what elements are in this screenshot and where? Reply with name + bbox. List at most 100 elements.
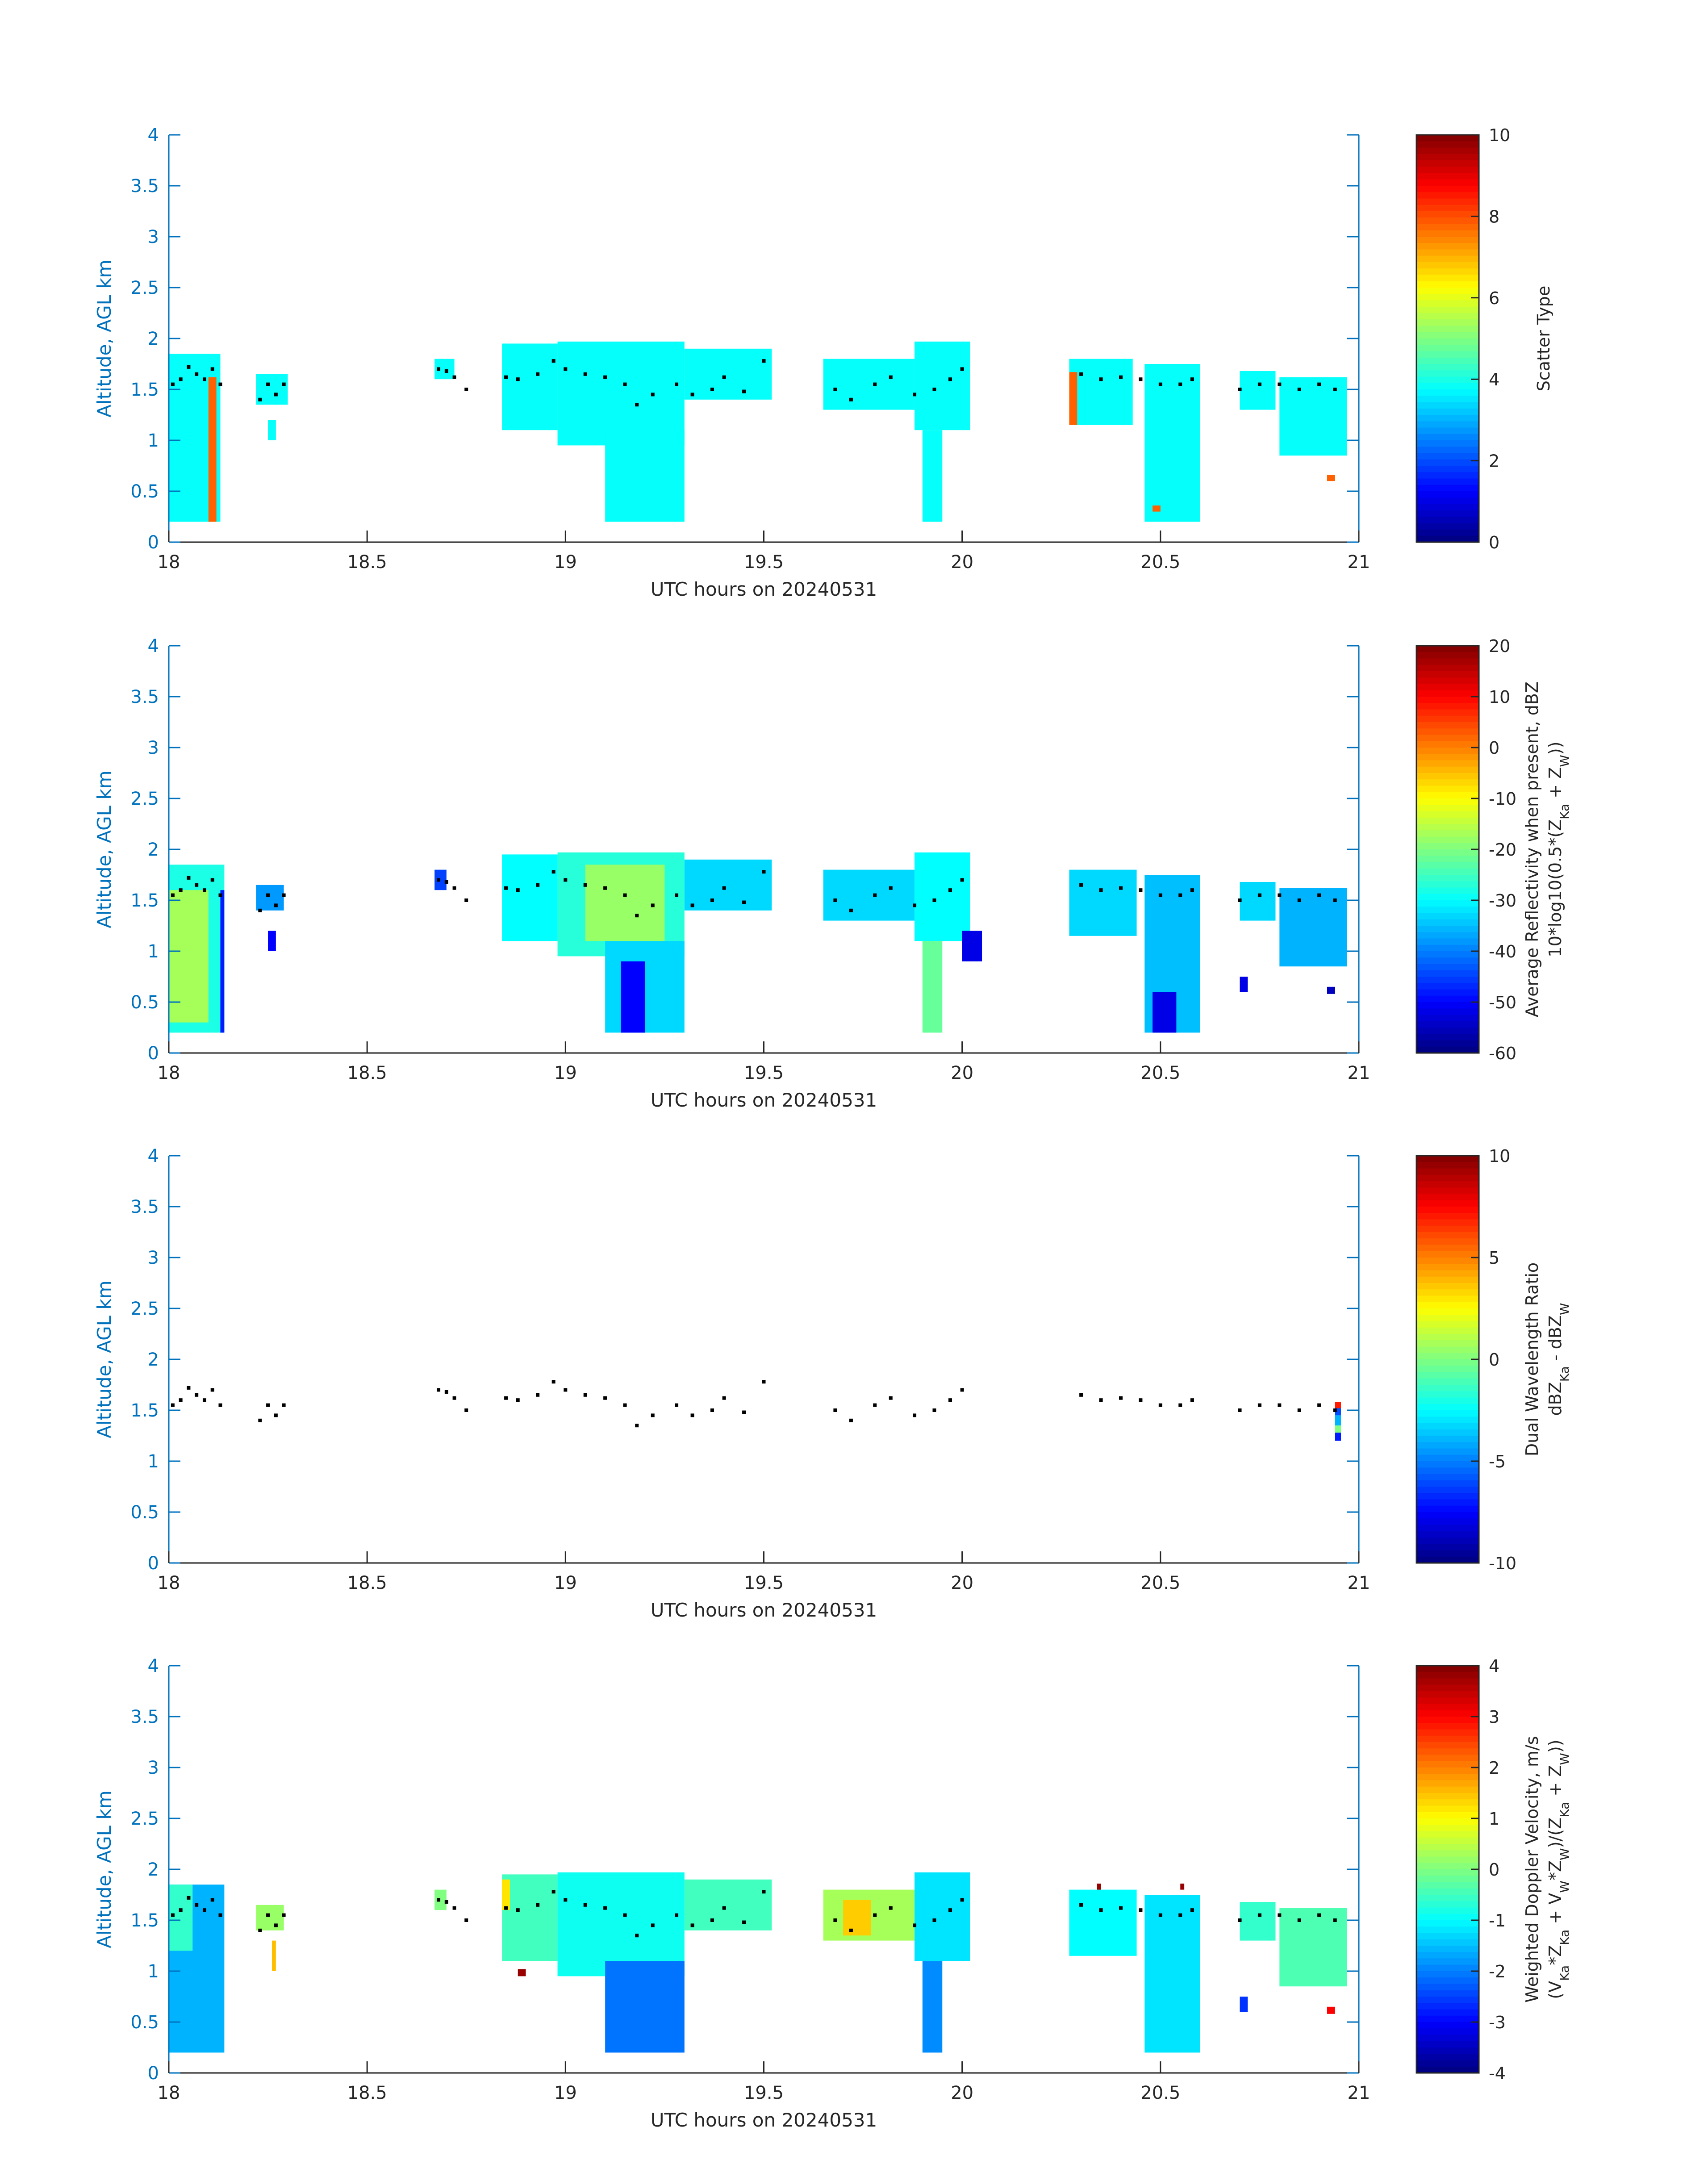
colorbar-swatch bbox=[1416, 205, 1479, 212]
colorbar-swatch bbox=[1416, 249, 1479, 256]
y-tick-label: 3.5 bbox=[130, 176, 159, 196]
data-point bbox=[623, 1913, 627, 1917]
colorbar-swatch bbox=[1416, 1289, 1479, 1296]
heatmap-cell bbox=[1153, 992, 1177, 1033]
colorbar-swatch bbox=[1416, 894, 1479, 901]
data-point bbox=[171, 1403, 175, 1407]
colorbar-swatch bbox=[1416, 300, 1479, 307]
data-point bbox=[1257, 1913, 1261, 1917]
colorbar-swatch bbox=[1416, 1538, 1479, 1545]
colorbar-swatch bbox=[1416, 332, 1479, 339]
colorbar-swatch bbox=[1416, 1181, 1479, 1188]
data-point bbox=[742, 389, 746, 393]
colorbar-swatch bbox=[1416, 1691, 1479, 1698]
data-point bbox=[195, 883, 199, 887]
data-point bbox=[202, 1398, 206, 1402]
data-point bbox=[218, 893, 222, 897]
colorbar-swatch bbox=[1416, 1008, 1479, 1015]
colorbar-swatch bbox=[1416, 1308, 1479, 1316]
data-point bbox=[635, 1934, 639, 1938]
data-point bbox=[1099, 888, 1103, 892]
data-point bbox=[675, 382, 679, 386]
colorbar-tick-label: 10 bbox=[1489, 687, 1510, 707]
data-point bbox=[932, 388, 936, 391]
data-point bbox=[171, 893, 175, 897]
colorbar-swatch bbox=[1416, 824, 1479, 831]
data-point bbox=[452, 1906, 456, 1910]
data-point bbox=[274, 903, 278, 907]
data-point bbox=[690, 1413, 694, 1417]
colorbar-swatch bbox=[1416, 1907, 1479, 1914]
data-point bbox=[258, 397, 262, 401]
data-point bbox=[1238, 1918, 1242, 1922]
heatmap-cell bbox=[843, 1900, 871, 1936]
data-point bbox=[1190, 1908, 1194, 1912]
y-tick-label: 2.5 bbox=[130, 1809, 159, 1829]
x-tick-label: 21 bbox=[1348, 552, 1370, 572]
colorbar-swatch bbox=[1416, 1385, 1479, 1392]
colorbar-swatch bbox=[1416, 453, 1479, 460]
data-point bbox=[623, 893, 627, 897]
colorbar-swatch bbox=[1416, 1162, 1479, 1169]
data-point bbox=[504, 1906, 508, 1910]
data-point bbox=[623, 1403, 627, 1407]
colorbar-swatch bbox=[1416, 862, 1479, 869]
colorbar-swatch bbox=[1416, 1378, 1479, 1385]
colorbar-swatch bbox=[1416, 786, 1479, 793]
x-tick-label: 18 bbox=[158, 2083, 180, 2103]
colorbar-tick-label: 8 bbox=[1489, 207, 1499, 226]
y-tick-label: 0 bbox=[148, 2063, 159, 2084]
heatmap-cell bbox=[823, 359, 915, 410]
colorbar-swatch bbox=[1416, 1046, 1479, 1053]
data-point bbox=[1119, 1396, 1123, 1400]
colorbar-swatch bbox=[1416, 1990, 1479, 1997]
colorbar-swatch bbox=[1416, 1359, 1479, 1366]
data-point bbox=[690, 1923, 694, 1927]
heatmap-layers bbox=[169, 852, 1347, 1033]
colorbar-swatch bbox=[1416, 173, 1479, 180]
data-point bbox=[889, 1396, 893, 1400]
colorbar-swatch bbox=[1416, 472, 1479, 479]
colorbar-swatch bbox=[1416, 843, 1479, 850]
colorbar-swatch bbox=[1416, 529, 1479, 536]
colorbar-swatch bbox=[1416, 281, 1479, 288]
heatmap-cell bbox=[915, 1872, 970, 1961]
colorbar-swatch bbox=[1416, 421, 1479, 428]
colorbar-swatch bbox=[1416, 1213, 1479, 1220]
y-tick-label: 4 bbox=[148, 125, 159, 146]
data-point bbox=[210, 367, 214, 371]
colorbar-swatch bbox=[1416, 478, 1479, 485]
colorbar-swatch bbox=[1416, 415, 1479, 422]
heatmap-cell bbox=[502, 1874, 558, 1961]
colorbar-swatch bbox=[1416, 364, 1479, 371]
data-point bbox=[282, 1913, 286, 1917]
colorbar-swatch bbox=[1416, 402, 1479, 409]
data-point bbox=[195, 1903, 199, 1907]
data-point bbox=[564, 367, 568, 371]
colorbar-swatch bbox=[1416, 1556, 1479, 1563]
y-tick-label: 3 bbox=[148, 738, 159, 758]
colorbar-swatch bbox=[1416, 677, 1479, 685]
data-point bbox=[564, 1388, 568, 1392]
data-point bbox=[913, 1923, 917, 1927]
data-point bbox=[187, 1386, 191, 1390]
heatmap-cell bbox=[169, 1885, 193, 1951]
colorbar-swatch bbox=[1416, 147, 1479, 155]
colorbar-tick-label: 0 bbox=[1489, 1350, 1499, 1370]
data-point bbox=[849, 1418, 853, 1422]
colorbar-swatch bbox=[1416, 868, 1479, 875]
data-point bbox=[218, 1913, 222, 1917]
colorbar: -60 -50 -40 -30 -20 -10 0 10 20 Average Reflectiv… bbox=[1416, 636, 1572, 1063]
x-tick-label: 19 bbox=[554, 2083, 577, 2103]
data-point bbox=[849, 908, 853, 912]
colorbar-swatch bbox=[1416, 1710, 1479, 1717]
colorbar-tick-label: -20 bbox=[1489, 840, 1516, 860]
data-point bbox=[722, 1906, 726, 1910]
heatmap-cell bbox=[684, 859, 772, 911]
heatmap-cell bbox=[823, 869, 915, 921]
colorbar-swatch bbox=[1416, 1397, 1479, 1404]
colorbar-swatch bbox=[1416, 1346, 1479, 1354]
colorbar-swatch bbox=[1416, 836, 1479, 844]
data-point bbox=[444, 880, 448, 884]
